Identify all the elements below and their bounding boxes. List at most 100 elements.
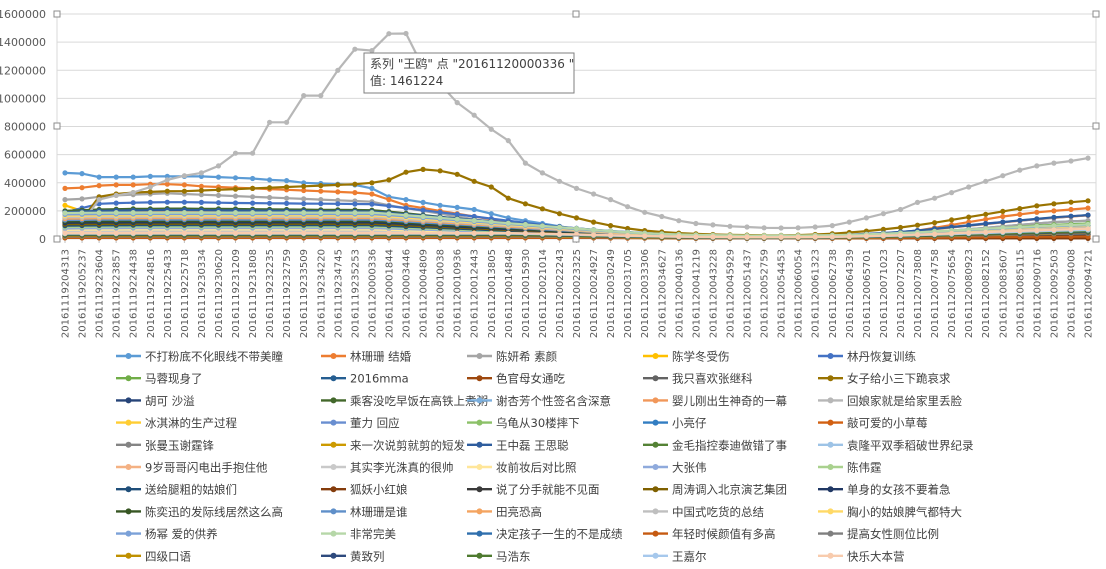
- legend-item[interactable]: 董力 回应: [321, 416, 400, 430]
- data-point[interactable]: [608, 232, 614, 238]
- data-point[interactable]: [267, 119, 273, 125]
- data-point[interactable]: [267, 177, 273, 183]
- data-point[interactable]: [420, 199, 426, 205]
- data-point[interactable]: [573, 185, 580, 191]
- data-point[interactable]: [147, 184, 153, 190]
- data-point[interactable]: [983, 216, 989, 222]
- data-point[interactable]: [1034, 216, 1040, 222]
- legend-item[interactable]: 陈奕迅的发际线居然这么高: [116, 505, 283, 519]
- data-point[interactable]: [522, 160, 529, 166]
- data-point[interactable]: [1085, 226, 1091, 232]
- legend-item[interactable]: 周涛调入北京演艺集团: [643, 483, 787, 497]
- data-point[interactable]: [983, 229, 989, 235]
- data-point[interactable]: [284, 119, 290, 125]
- data-point[interactable]: [693, 220, 699, 227]
- data-point[interactable]: [522, 201, 529, 207]
- data-point[interactable]: [1085, 198, 1091, 204]
- data-point[interactable]: [198, 183, 204, 189]
- data-point[interactable]: [386, 177, 392, 183]
- data-point[interactable]: [1068, 158, 1074, 164]
- legend-item[interactable]: 快乐大本营: [818, 549, 905, 563]
- legend-item[interactable]: 妆前妆后对比照: [467, 461, 577, 475]
- legend-item[interactable]: 杨幂 爱的供养: [116, 527, 218, 541]
- data-point[interactable]: [454, 100, 460, 106]
- data-point[interactable]: [130, 182, 136, 188]
- data-point[interactable]: [403, 30, 409, 37]
- data-point[interactable]: [215, 200, 222, 206]
- data-point[interactable]: [352, 230, 358, 236]
- data-point[interactable]: [267, 200, 273, 206]
- resize-handle[interactable]: [53, 122, 61, 130]
- data-point[interactable]: [454, 230, 460, 236]
- legend-item[interactable]: 马浩东: [467, 549, 531, 563]
- legend-item[interactable]: 狐妖小红娘: [321, 483, 408, 497]
- data-point[interactable]: [659, 233, 665, 239]
- data-point[interactable]: [250, 200, 256, 206]
- data-point[interactable]: [471, 112, 477, 118]
- data-point[interactable]: [1017, 167, 1023, 173]
- data-point[interactable]: [608, 223, 614, 229]
- data-point[interactable]: [454, 216, 460, 222]
- legend-item[interactable]: 回娘家就是给家里丢脸: [818, 394, 962, 408]
- legend-item[interactable]: 马蓉现身了: [116, 372, 203, 386]
- data-point[interactable]: [744, 224, 750, 230]
- data-point[interactable]: [471, 217, 477, 224]
- legend-item[interactable]: 陈伟霆: [818, 461, 882, 475]
- data-point[interactable]: [539, 170, 546, 176]
- data-point[interactable]: [710, 222, 716, 228]
- data-point[interactable]: [96, 230, 102, 236]
- data-point[interactable]: [829, 234, 835, 240]
- data-point[interactable]: [1051, 223, 1057, 229]
- data-point[interactable]: [437, 202, 443, 208]
- legend-item[interactable]: 决定孩子一生的不是成绩: [467, 527, 623, 541]
- data-point[interactable]: [232, 210, 239, 216]
- data-point[interactable]: [318, 183, 324, 189]
- data-point[interactable]: [608, 197, 614, 203]
- data-point[interactable]: [846, 233, 852, 240]
- data-point[interactable]: [215, 230, 222, 236]
- data-point[interactable]: [284, 200, 290, 206]
- legend-item[interactable]: 单身的女孩不要着急: [818, 483, 951, 497]
- data-point[interactable]: [198, 230, 204, 236]
- data-point[interactable]: [761, 234, 767, 240]
- resize-handle[interactable]: [1092, 10, 1100, 18]
- data-point[interactable]: [591, 219, 597, 225]
- series-15[interactable]: [62, 30, 1091, 239]
- data-point[interactable]: [1017, 206, 1023, 212]
- data-point[interactable]: [318, 188, 324, 194]
- data-point[interactable]: [232, 150, 239, 156]
- data-point[interactable]: [573, 215, 580, 221]
- data-point[interactable]: [62, 202, 68, 208]
- data-point[interactable]: [932, 220, 938, 226]
- data-point[interactable]: [659, 213, 665, 220]
- data-point[interactable]: [403, 205, 409, 211]
- data-point[interactable]: [250, 230, 256, 236]
- selection-handles[interactable]: [53, 10, 1100, 243]
- data-point[interactable]: [130, 210, 136, 216]
- legend-item[interactable]: 中国式吃货的总结: [643, 505, 764, 519]
- legend-item[interactable]: 林珊珊 结婚: [321, 350, 412, 364]
- data-point[interactable]: [914, 199, 921, 205]
- legend-item[interactable]: 色官母女通吃: [467, 372, 565, 386]
- data-point[interactable]: [352, 181, 358, 187]
- data-point[interactable]: [642, 233, 648, 239]
- data-point[interactable]: [1068, 222, 1074, 228]
- data-point[interactable]: [386, 31, 392, 37]
- data-point[interactable]: [676, 233, 682, 240]
- data-point[interactable]: [147, 230, 153, 236]
- data-point[interactable]: [369, 191, 375, 197]
- data-point[interactable]: [437, 168, 443, 174]
- data-point[interactable]: [250, 150, 256, 156]
- data-point[interactable]: [420, 207, 426, 213]
- legend-item[interactable]: 我只喜欢张继科: [643, 372, 753, 386]
- data-point[interactable]: [1017, 224, 1023, 230]
- data-point[interactable]: [1085, 205, 1091, 211]
- data-point[interactable]: [1051, 201, 1057, 207]
- data-point[interactable]: [1000, 219, 1006, 225]
- data-point[interactable]: [147, 173, 153, 179]
- data-point[interactable]: [1034, 223, 1040, 229]
- data-point[interactable]: [1034, 227, 1040, 233]
- data-point[interactable]: [1051, 214, 1057, 220]
- data-point[interactable]: [863, 233, 870, 239]
- data-point[interactable]: [488, 184, 494, 190]
